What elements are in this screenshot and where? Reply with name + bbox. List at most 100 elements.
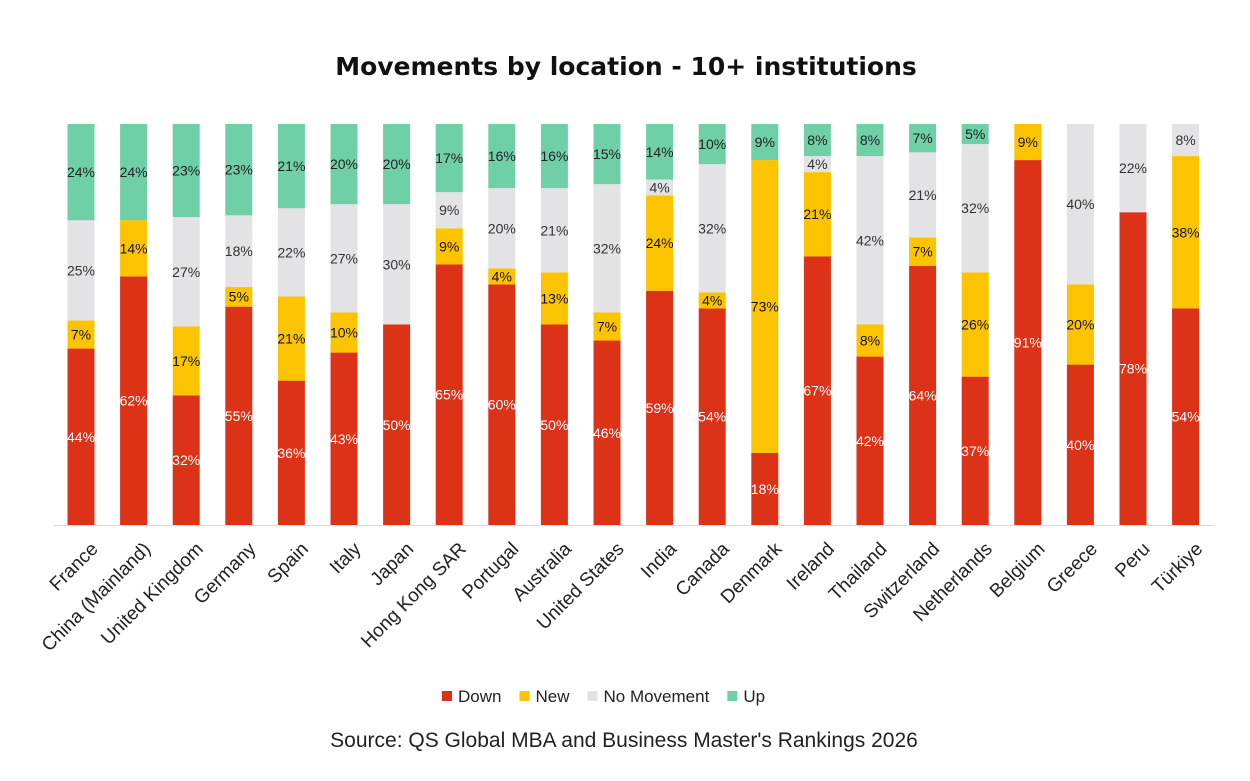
category-label-greece: Greece bbox=[1043, 539, 1102, 598]
data-label-down-thailand: 42% bbox=[856, 433, 884, 449]
bar-down-united-kingdom bbox=[172, 395, 200, 525]
data-label-down-hong-kong-sar: 65% bbox=[435, 387, 463, 403]
data-label-no-movement-france: 25% bbox=[67, 262, 95, 278]
bar-down-china-mainland bbox=[120, 276, 148, 525]
data-label-no-movement-netherlands: 32% bbox=[961, 200, 989, 216]
data-label-down-switzerland: 64% bbox=[909, 387, 937, 403]
data-label-new-ireland: 21% bbox=[803, 206, 831, 222]
bar-up-japan bbox=[383, 124, 411, 205]
bar-no-movement-peru bbox=[1119, 124, 1147, 213]
bar-no-movement-greece bbox=[1066, 124, 1094, 285]
data-label-no-movement-germany: 18% bbox=[225, 243, 253, 259]
bar-new-germany bbox=[225, 286, 253, 307]
bar-no-movement-france bbox=[67, 220, 95, 321]
data-label-up-hong-kong-sar: 17% bbox=[435, 150, 463, 166]
bar-new-france bbox=[67, 320, 95, 349]
bar-up-china-mainland bbox=[120, 124, 148, 221]
legend-label-up: Up bbox=[743, 687, 765, 706]
bar-up-united-states bbox=[593, 124, 621, 185]
bars-group: 44% 7% 25% 24% 62% 14% 24% 32% 17% 27% 23% 55% 5% 18%… bbox=[67, 124, 1200, 525]
data-label-down-united-kingdom: 32% bbox=[172, 452, 200, 468]
chart-title: Movements by location - 10+ institutions bbox=[335, 52, 917, 81]
bar-new-switzerland bbox=[909, 237, 937, 266]
data-label-up-portugal: 16% bbox=[488, 148, 516, 164]
bar-down-thailand bbox=[856, 356, 884, 525]
bar-new-netherlands bbox=[961, 272, 989, 377]
data-label-new-t-rkiye: 38% bbox=[1172, 224, 1200, 240]
data-label-no-movement-united-states: 32% bbox=[593, 240, 621, 256]
data-label-new-germany: 5% bbox=[229, 289, 249, 305]
bar-up-hong-kong-sar bbox=[435, 124, 463, 193]
category-label-japan: Japan bbox=[367, 539, 418, 590]
data-label-no-movement-united-kingdom: 27% bbox=[172, 264, 200, 280]
bar-new-hong-kong-sar bbox=[435, 228, 463, 265]
bar-up-australia bbox=[540, 124, 568, 189]
bar-up-canada bbox=[698, 124, 726, 165]
bar-up-thailand bbox=[856, 124, 884, 157]
data-label-new-australia: 13% bbox=[540, 290, 568, 306]
bar-down-t-rkiye bbox=[1172, 308, 1200, 525]
bar-down-france bbox=[67, 348, 95, 525]
legend: Down New No Movement Up bbox=[442, 687, 765, 706]
bar-no-movement-canada bbox=[698, 164, 726, 293]
data-label-down-ireland: 67% bbox=[803, 383, 831, 399]
data-label-new-belgium: 9% bbox=[1018, 134, 1038, 150]
data-label-down-netherlands: 37% bbox=[961, 443, 989, 459]
data-label-new-france: 7% bbox=[71, 327, 91, 343]
bar-down-india bbox=[646, 290, 674, 525]
data-label-up-thailand: 8% bbox=[860, 132, 880, 148]
data-label-up-germany: 23% bbox=[225, 162, 253, 178]
bar-no-movement-netherlands bbox=[961, 144, 989, 273]
bar-up-germany bbox=[225, 124, 253, 216]
data-label-down-germany: 55% bbox=[225, 408, 253, 424]
data-label-new-united-states: 7% bbox=[597, 319, 617, 335]
legend-item-new: New bbox=[519, 687, 570, 706]
data-label-up-japan: 20% bbox=[383, 156, 411, 172]
bar-no-movement-united-kingdom bbox=[172, 217, 200, 327]
bar-no-movement-hong-kong-sar bbox=[435, 192, 463, 229]
data-label-up-netherlands: 5% bbox=[965, 126, 985, 142]
data-label-no-movement-ireland: 4% bbox=[807, 156, 827, 172]
data-label-new-netherlands: 26% bbox=[961, 317, 989, 333]
bar-new-united-kingdom bbox=[172, 326, 200, 396]
data-label-new-portugal: 4% bbox=[492, 268, 512, 284]
data-label-down-portugal: 60% bbox=[488, 397, 516, 413]
data-label-new-switzerland: 7% bbox=[912, 244, 932, 260]
legend-label-new: New bbox=[535, 687, 570, 706]
bar-no-movement-india bbox=[646, 179, 674, 196]
data-label-down-china-mainland: 62% bbox=[120, 393, 148, 409]
bar-new-ireland bbox=[803, 172, 831, 257]
data-label-no-movement-thailand: 42% bbox=[856, 232, 884, 248]
data-label-no-movement-peru: 22% bbox=[1119, 160, 1147, 176]
bar-no-movement-united-states bbox=[593, 184, 621, 313]
data-label-new-india: 24% bbox=[646, 235, 674, 251]
bar-new-spain bbox=[277, 296, 305, 381]
category-label-belgium: Belgium bbox=[986, 539, 1049, 602]
bar-down-united-states bbox=[593, 340, 621, 525]
bar-up-india bbox=[646, 124, 674, 180]
bar-down-peru bbox=[1119, 212, 1147, 525]
data-label-new-thailand: 8% bbox=[860, 333, 880, 349]
bar-no-movement-australia bbox=[540, 188, 568, 273]
bar-down-japan bbox=[383, 324, 411, 525]
bar-no-movement-t-rkiye bbox=[1172, 124, 1200, 157]
bar-no-movement-thailand bbox=[856, 156, 884, 325]
bar-down-hong-kong-sar bbox=[435, 264, 463, 525]
bar-up-netherlands bbox=[961, 124, 989, 145]
bar-new-denmark bbox=[751, 160, 779, 453]
data-label-up-switzerland: 7% bbox=[912, 130, 932, 146]
legend-item-no-movement: No Movement bbox=[587, 687, 710, 706]
bar-up-spain bbox=[277, 124, 305, 209]
category-label-italy: Italy bbox=[326, 538, 366, 578]
bar-new-italy bbox=[330, 312, 358, 353]
legend-item-up: Up bbox=[727, 687, 765, 706]
bar-down-ireland bbox=[803, 256, 831, 525]
bar-up-ireland bbox=[803, 124, 831, 157]
bar-down-netherlands bbox=[961, 376, 989, 525]
data-label-up-ireland: 8% bbox=[807, 132, 827, 148]
legend-swatch-down bbox=[442, 691, 452, 701]
data-label-down-australia: 50% bbox=[540, 417, 568, 433]
data-label-up-france: 24% bbox=[67, 164, 95, 180]
data-label-no-movement-hong-kong-sar: 9% bbox=[439, 202, 459, 218]
